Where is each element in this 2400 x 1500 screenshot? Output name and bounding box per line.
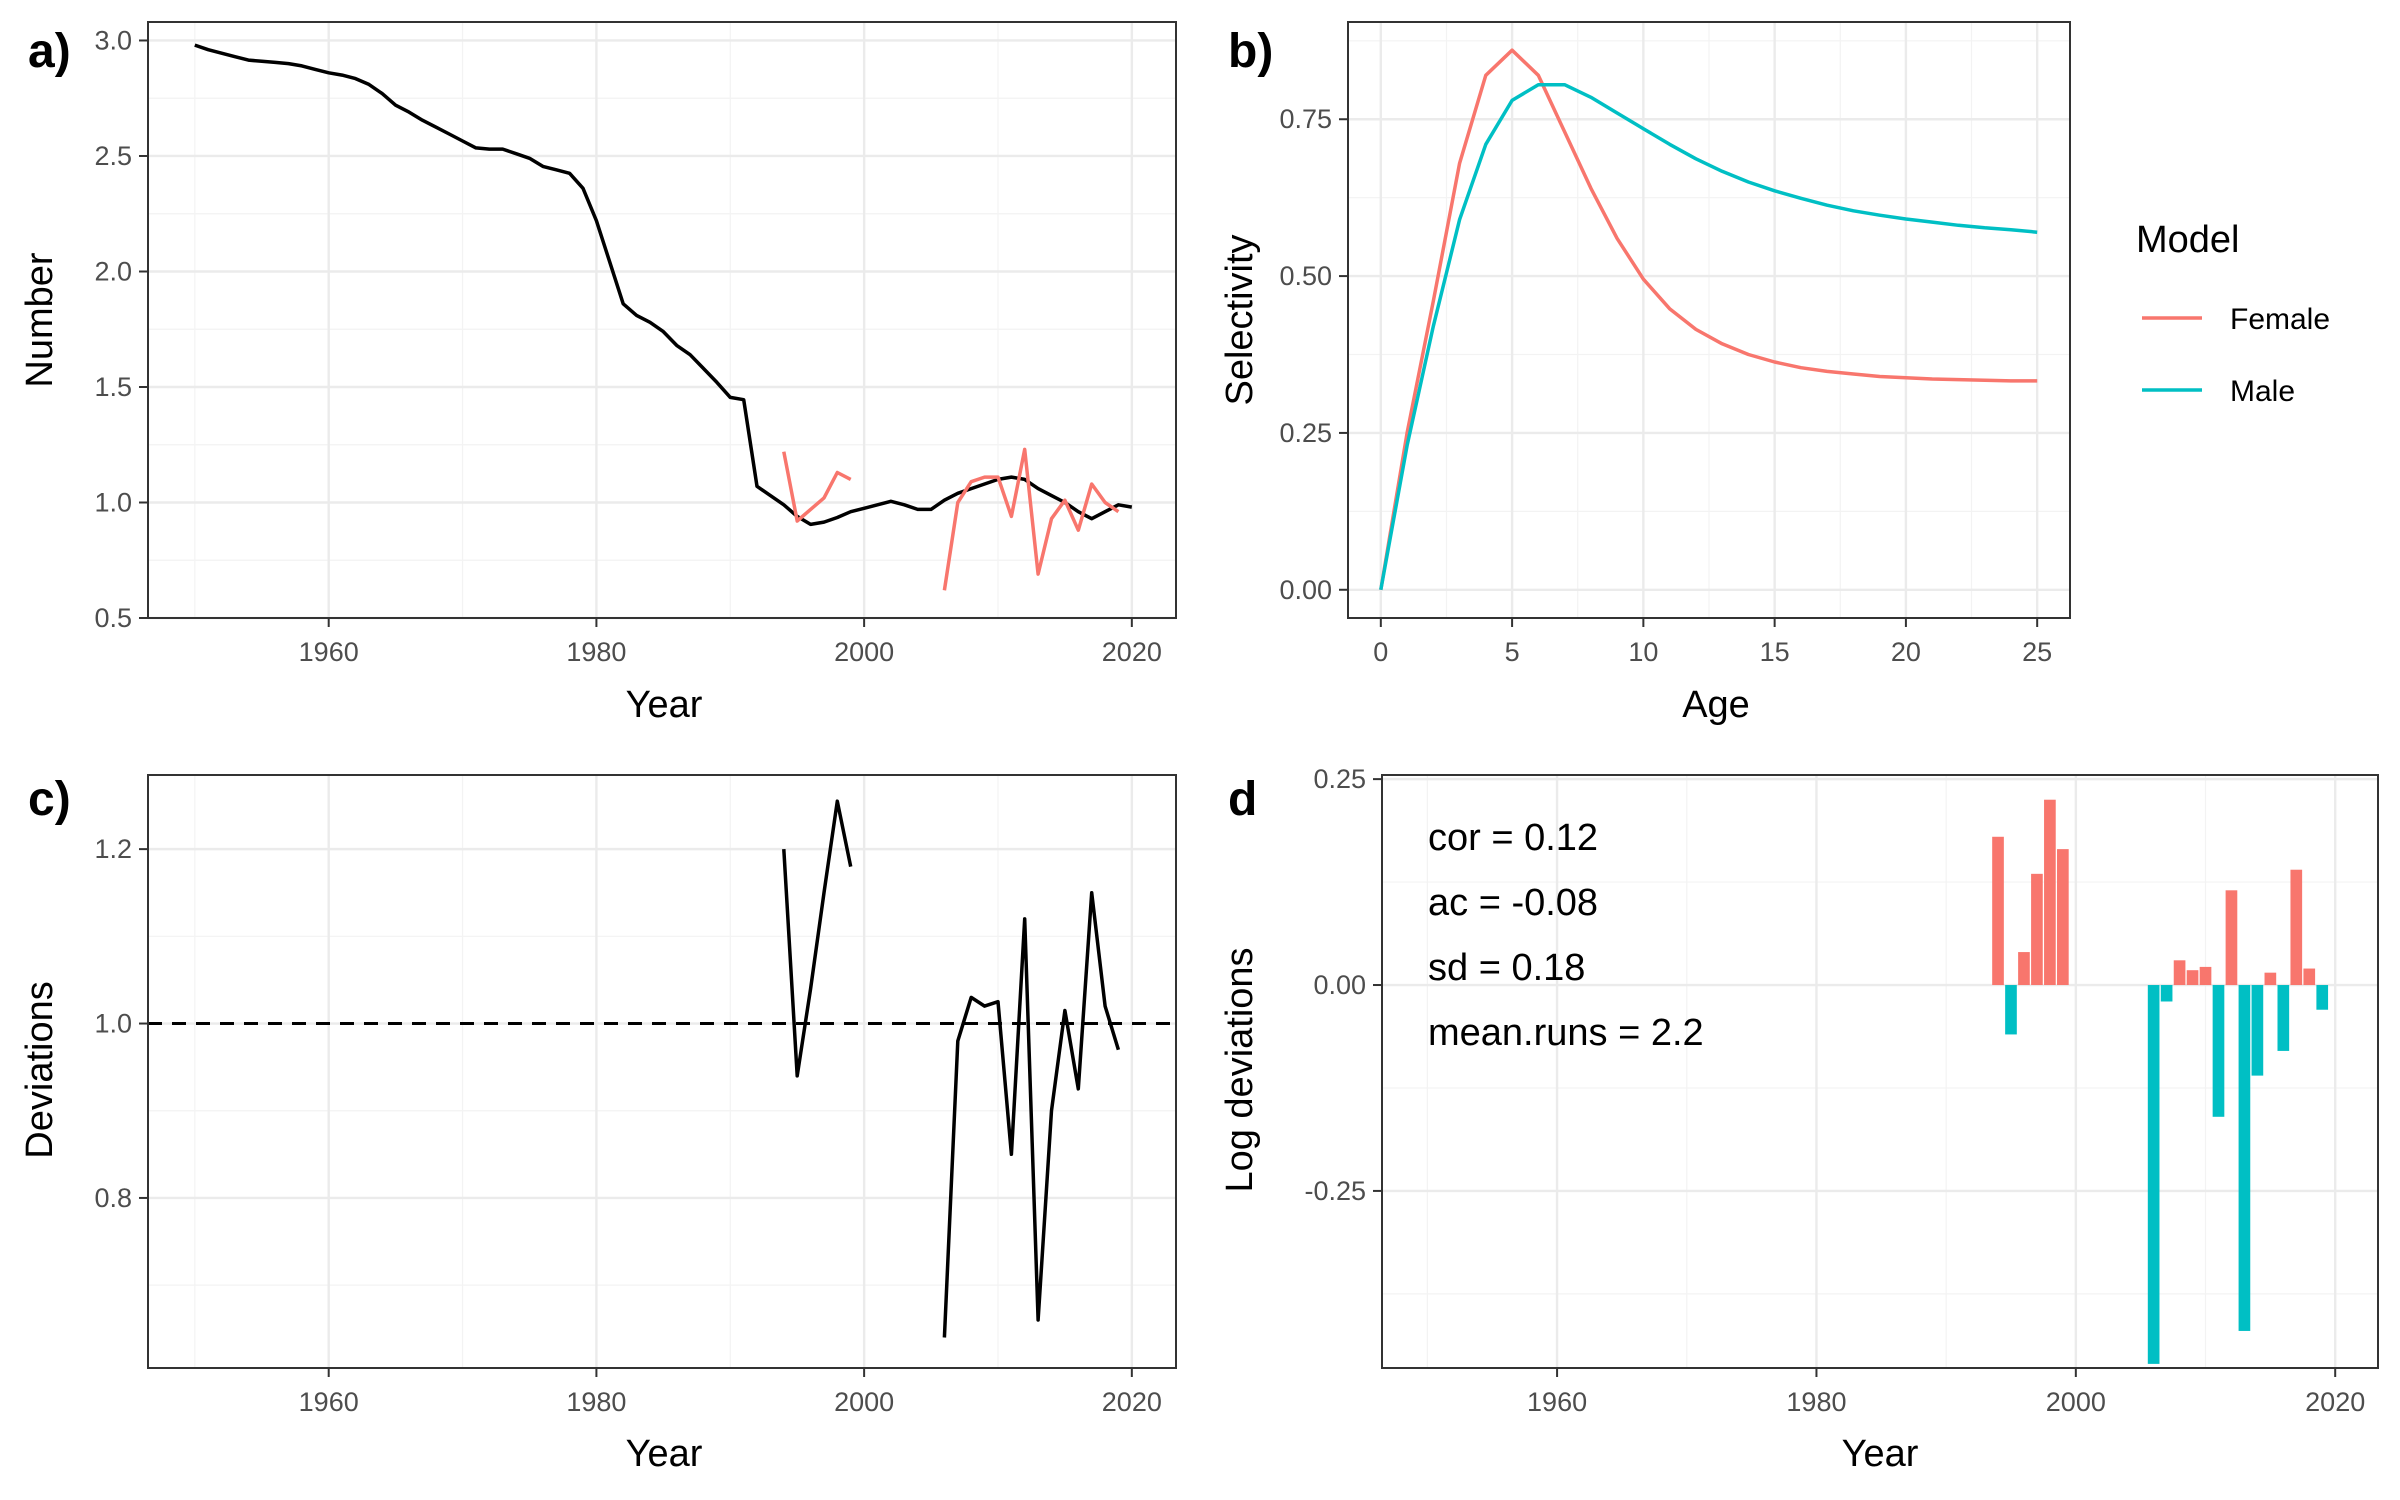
panel-c-y-tick-label: 1.2 (94, 834, 132, 864)
panel-c-deviations-by-year: 1960 1980 2000 2020 0.8 1.0 1.2 c) Year Deviation… (19, 773, 1177, 1475)
stat-mean-runs: mean.runs = 2.2 (1428, 1012, 1704, 1054)
panel-c-x-tick-label: 2000 (834, 1387, 894, 1417)
panel-d-bar-female (2173, 960, 2186, 986)
panel-d-bar-male (2238, 985, 2251, 1331)
panel-d-x-tick-label: 2000 (2046, 1387, 2106, 1417)
panel-d-bar-male (2212, 985, 2225, 1117)
panel-d-bar-female (2225, 890, 2238, 986)
panel-d-bar-female (2264, 972, 2277, 986)
panel-a-series-line-3 (942, 447, 1120, 591)
panel-b-series-line-female (1379, 48, 2038, 591)
panel-d-x-tick-label: 1960 (1527, 1387, 1587, 1417)
panel-a-x-axis-title: Year (626, 684, 703, 726)
panel-a-number-by-year: 1960 1980 2000 2020 0.5 1.0 1.5 2.0 2.5 3.0 a) Year… (19, 21, 1177, 726)
panel-c-plot-background (148, 775, 1176, 1368)
panel-d-plot-background (1382, 775, 2378, 1368)
panel-b-tag: b) (1228, 25, 1273, 78)
panel-d-bar-male (2316, 985, 2329, 1010)
panel-d-y-tick-label: 0.00 (1313, 970, 1366, 1000)
panel-d-bar-female (2290, 869, 2303, 986)
panel-d-x-axis-title: Year (1842, 1433, 1919, 1475)
panel-b-y-tick-label: 0.00 (1279, 575, 1332, 605)
panel-d-x-tick-label: 2020 (2305, 1387, 2365, 1417)
panel-d-y-tick-label: -0.25 (1304, 1176, 1366, 1206)
panel-d-y-tick-label: 0.25 (1313, 764, 1366, 794)
panel-c-x-tick-label: 2020 (1102, 1387, 1162, 1417)
panel-d-bar-female (2303, 968, 2316, 986)
panel-a-y-tick-label: 1.0 (94, 487, 132, 517)
panel-c-series-line-1 (782, 799, 853, 1078)
panel-c-y-tick-label: 1.0 (94, 1009, 132, 1039)
panel-d-bar-female (1992, 836, 2004, 986)
panel-d-bar-male (2160, 985, 2173, 1002)
legend: Model Female Male (2136, 219, 2330, 408)
panel-d-log-deviations-by-year: 1960 1980 2000 2020 -0.25 0.00 0.25 d Year Log de… (1219, 764, 2379, 1475)
panel-c-x-tick-label: 1960 (299, 1387, 359, 1417)
panel-d-bar-male (2251, 985, 2264, 1076)
panel-a-series-line-1 (194, 43, 1133, 527)
panel-b-y-tick-label: 0.50 (1279, 261, 1332, 291)
panel-a-plot-background (148, 22, 1176, 618)
panel-a-y-axis-title: Number (19, 252, 61, 387)
panel-d-bar-female (2199, 966, 2212, 986)
panel-b-x-tick-label: 15 (1760, 637, 1790, 667)
panel-a-series-line-2 (782, 451, 852, 523)
panel-a-x-tick-label: 2000 (834, 637, 894, 667)
stat-ac: ac = -0.08 (1428, 882, 1598, 924)
panel-a-y-tick-label: 2.0 (94, 256, 132, 286)
panel-b-x-tick-label: 10 (1628, 637, 1658, 667)
panel-b-x-tick-label: 5 (1505, 637, 1520, 667)
panel-c-x-tick-label: 1980 (566, 1387, 626, 1417)
panel-b-series-line-male (1379, 82, 2038, 591)
panel-d-bar-female (2018, 952, 2030, 986)
panel-d-bar-female (2031, 873, 2043, 986)
legend-label-male: Male (2230, 375, 2295, 408)
panel-a-y-tick-label: 3.0 (94, 25, 132, 55)
panel-a-x-tick-label: 1980 (566, 637, 626, 667)
panel-d-bar-female (2186, 970, 2199, 986)
panel-d-bar-male (2147, 985, 2160, 1364)
panel-a-y-tick-label: 1.5 (94, 372, 132, 402)
legend-label-female: Female (2230, 303, 2330, 336)
panel-d-y-axis-title: Log deviations (1219, 947, 1261, 1192)
panel-d-bar-female (2044, 799, 2056, 986)
panel-a-x-tick-label: 1960 (299, 637, 359, 667)
panel-c-y-tick-label: 0.8 (94, 1183, 132, 1213)
panel-d-plot-frame (1381, 774, 2379, 1369)
panel-a-y-tick-label: 0.5 (94, 603, 132, 633)
panel-c-series-line-2 (942, 890, 1121, 1338)
panel-b-x-axis-title: Age (1682, 684, 1750, 726)
legend-title: Model (2136, 219, 2240, 261)
panel-b-x-tick-label: 25 (2022, 637, 2052, 667)
panel-c-tag: c) (28, 773, 71, 826)
panel-d-bar-female (2057, 849, 2069, 986)
stat-sd: sd = 0.18 (1428, 947, 1585, 989)
panel-c-plot-frame (147, 774, 1177, 1369)
stat-cor: cor = 0.12 (1428, 817, 1598, 859)
panel-d-x-tick-label: 1980 (1786, 1387, 1846, 1417)
panel-b-y-tick-label: 0.25 (1279, 418, 1332, 448)
panel-a-plot-frame (147, 21, 1177, 619)
panel-b-selectivity-by-age: 0 5 10 15 20 25 0.00 0.25 0.50 0.75b) Age Selectivi… (1219, 21, 2071, 726)
panel-a-y-tick-label: 2.5 (94, 141, 132, 171)
panel-b-plot-frame (1347, 21, 2071, 619)
panel-c-x-axis-title: Year (626, 1433, 703, 1475)
panel-c-y-axis-title: Deviations (19, 981, 61, 1158)
panel-b-x-tick-label: 0 (1373, 637, 1388, 667)
panel-d-bar-male (2277, 985, 2290, 1051)
panel-a-x-tick-label: 2020 (1102, 637, 1162, 667)
panel-b-x-tick-label: 20 (1891, 637, 1921, 667)
panel-b-y-tick-label: 0.75 (1279, 104, 1332, 134)
panel-d-tag: d (1228, 773, 1257, 826)
panel-a-tag: a) (28, 25, 71, 78)
panel-b-y-axis-title: Selectivity (1219, 234, 1261, 405)
panel-d-bar-male (2005, 985, 2017, 1035)
